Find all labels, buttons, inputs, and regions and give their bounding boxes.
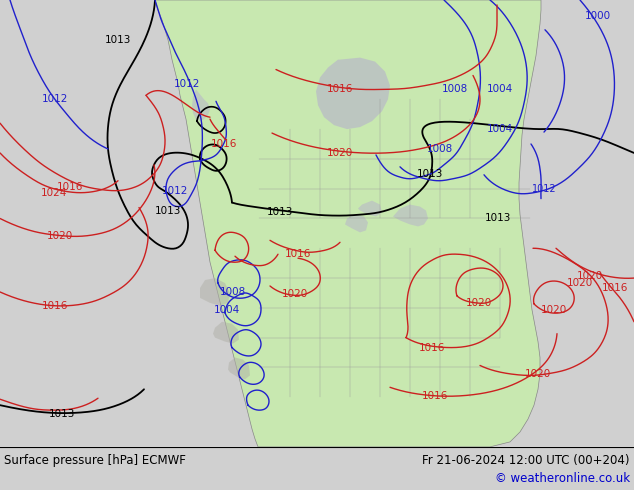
Text: 1012: 1012 [42, 94, 68, 104]
Text: 1013: 1013 [155, 205, 181, 216]
Text: 1024: 1024 [41, 188, 67, 197]
Text: 1016: 1016 [327, 84, 353, 95]
Text: Fr 21-06-2024 12:00 UTC (00+204): Fr 21-06-2024 12:00 UTC (00+204) [422, 454, 630, 467]
Text: 1000: 1000 [585, 11, 611, 21]
Text: 1020: 1020 [567, 278, 593, 288]
Text: 1020: 1020 [47, 231, 73, 242]
Text: 1020: 1020 [525, 369, 551, 379]
Text: 1012: 1012 [174, 79, 200, 89]
Polygon shape [213, 322, 239, 343]
Text: 1016: 1016 [42, 301, 68, 311]
Text: 1020: 1020 [577, 271, 603, 281]
Text: 1016: 1016 [211, 139, 237, 149]
Polygon shape [393, 204, 428, 226]
Text: 1016: 1016 [285, 249, 311, 259]
Text: 1016: 1016 [422, 391, 448, 401]
Text: Surface pressure [hPa] ECMWF: Surface pressure [hPa] ECMWF [4, 454, 186, 467]
Text: 1013: 1013 [49, 409, 75, 419]
Text: 1020: 1020 [282, 289, 308, 299]
Text: 1008: 1008 [427, 144, 453, 154]
Text: 1020: 1020 [466, 298, 492, 308]
Text: 1008: 1008 [442, 84, 468, 95]
Polygon shape [345, 215, 368, 232]
Text: 1004: 1004 [214, 305, 240, 315]
Text: 1016: 1016 [57, 182, 83, 192]
Text: 1013: 1013 [485, 214, 511, 223]
Polygon shape [155, 0, 541, 447]
Text: 1013: 1013 [105, 35, 131, 45]
Text: 1016: 1016 [602, 283, 628, 293]
Polygon shape [358, 200, 382, 217]
Text: 1008: 1008 [220, 287, 246, 297]
Text: 1012: 1012 [532, 184, 556, 194]
Text: © weatheronline.co.uk: © weatheronline.co.uk [495, 472, 630, 486]
Text: 1016: 1016 [419, 343, 445, 353]
Text: 1013: 1013 [417, 169, 443, 179]
Text: 1020: 1020 [327, 148, 353, 158]
Text: 1004: 1004 [487, 84, 513, 95]
Polygon shape [228, 358, 250, 379]
Text: 1004: 1004 [487, 124, 513, 134]
Polygon shape [192, 89, 210, 121]
Text: 1013: 1013 [267, 206, 293, 217]
Polygon shape [316, 58, 390, 129]
Text: 1012: 1012 [162, 186, 188, 196]
Text: 1020: 1020 [541, 305, 567, 315]
Polygon shape [200, 278, 230, 306]
